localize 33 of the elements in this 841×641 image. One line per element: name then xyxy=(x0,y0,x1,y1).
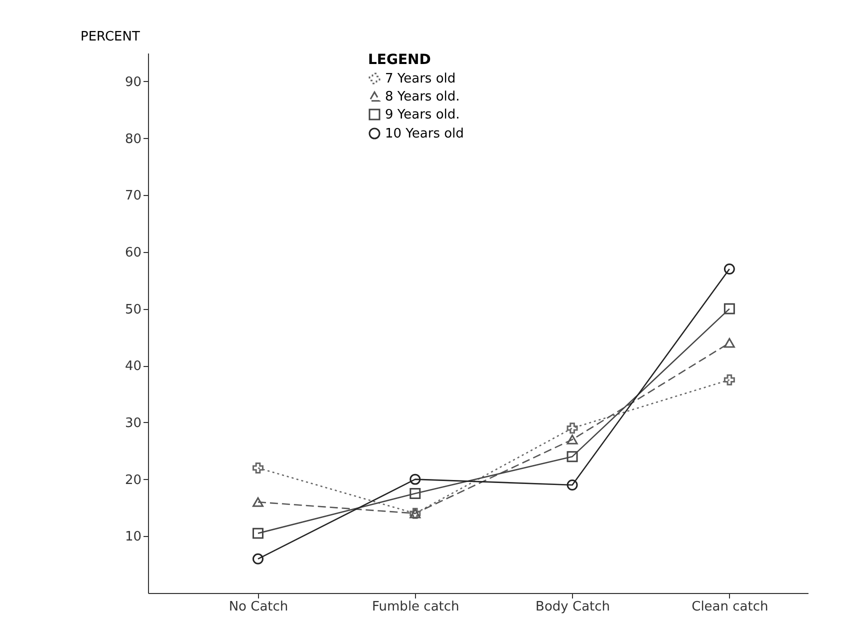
y-tick-label: 80 xyxy=(124,132,142,147)
y-tick-label: 50 xyxy=(124,302,142,318)
point xyxy=(566,434,578,444)
x-tick-label: No Catch xyxy=(228,600,288,614)
point xyxy=(252,462,264,474)
legend-label: 9 Years old. xyxy=(385,108,460,122)
y-axis-title: PERCENT xyxy=(80,30,140,44)
y-tick-label: 60 xyxy=(124,245,142,260)
x-tick-label: Fumble catch xyxy=(372,600,460,614)
y-tick-label: 70 xyxy=(124,188,142,204)
point xyxy=(724,264,735,274)
y-tick-label: 10 xyxy=(124,530,142,545)
legend-title: LEGEND xyxy=(368,52,431,68)
point xyxy=(410,474,421,485)
legend-label: 7 Years old xyxy=(385,72,456,86)
point xyxy=(566,451,578,462)
y-tick-label: 90 xyxy=(124,74,142,90)
point xyxy=(724,374,735,386)
point xyxy=(724,338,735,348)
point xyxy=(252,528,264,539)
point xyxy=(252,553,264,564)
point xyxy=(724,303,735,314)
y-tick-label: 20 xyxy=(124,472,142,488)
x-tick-label: Body Catch xyxy=(536,600,610,614)
legend-label: 10 Years old xyxy=(385,126,464,142)
y-tick-label: 40 xyxy=(124,359,142,374)
legend-label: 8 Years old. xyxy=(385,90,460,104)
point xyxy=(566,480,578,490)
point xyxy=(252,497,264,507)
x-tick-label: Clean catch xyxy=(692,600,768,614)
y-tick-label: 30 xyxy=(124,416,142,431)
point xyxy=(410,488,421,500)
point xyxy=(566,422,578,434)
